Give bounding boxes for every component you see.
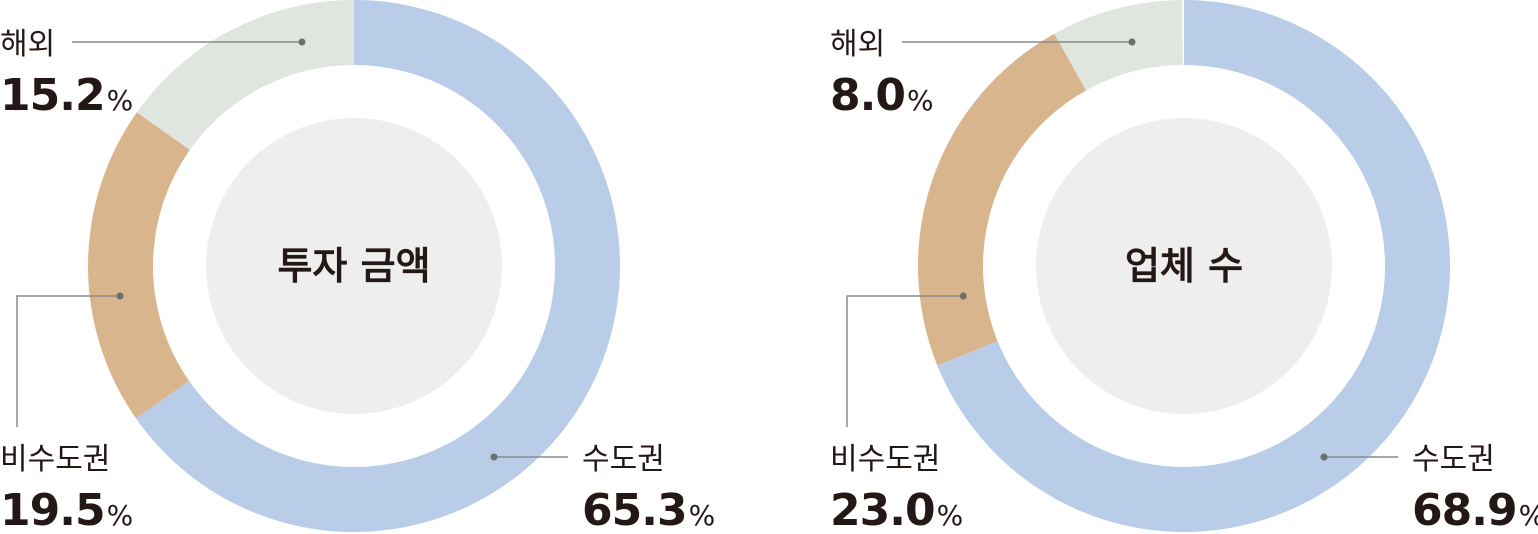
- slice-non-capital-area: [917, 33, 1087, 366]
- slice-label: 비수도권: [0, 442, 110, 477]
- slice-value: 19.5%: [0, 485, 133, 534]
- leader-line: [16, 295, 121, 427]
- leader-dot: [959, 292, 967, 300]
- leader-dot: [490, 453, 498, 461]
- slice-value: 68.9%: [1412, 485, 1538, 534]
- slice-label: 수도권: [1412, 442, 1495, 477]
- slice-overseas: [1054, 0, 1183, 91]
- center-title: 투자 금액: [277, 244, 430, 288]
- center-circle: [206, 118, 502, 414]
- slice-overseas: [136, 0, 354, 150]
- slice-non-capital-area: [87, 112, 190, 419]
- leader-dot: [1128, 38, 1136, 46]
- slice-value: 65.3%: [582, 485, 715, 534]
- leader-dot: [116, 292, 124, 300]
- leader-dot: [1320, 453, 1328, 461]
- slice-value: 23.0%: [830, 485, 963, 534]
- leader-dot: [298, 38, 306, 46]
- slice-value: 8.0%: [830, 70, 934, 121]
- slice-label: 해외: [0, 27, 55, 62]
- slice-value: 15.2%: [0, 70, 133, 121]
- center-circle: [1036, 118, 1332, 414]
- leader-line: [846, 295, 964, 427]
- slice-label: 비수도권: [830, 442, 940, 477]
- center-title: 업체 수: [1125, 244, 1243, 288]
- slice-label: 해외: [830, 27, 885, 62]
- slice-label: 수도권: [582, 442, 665, 477]
